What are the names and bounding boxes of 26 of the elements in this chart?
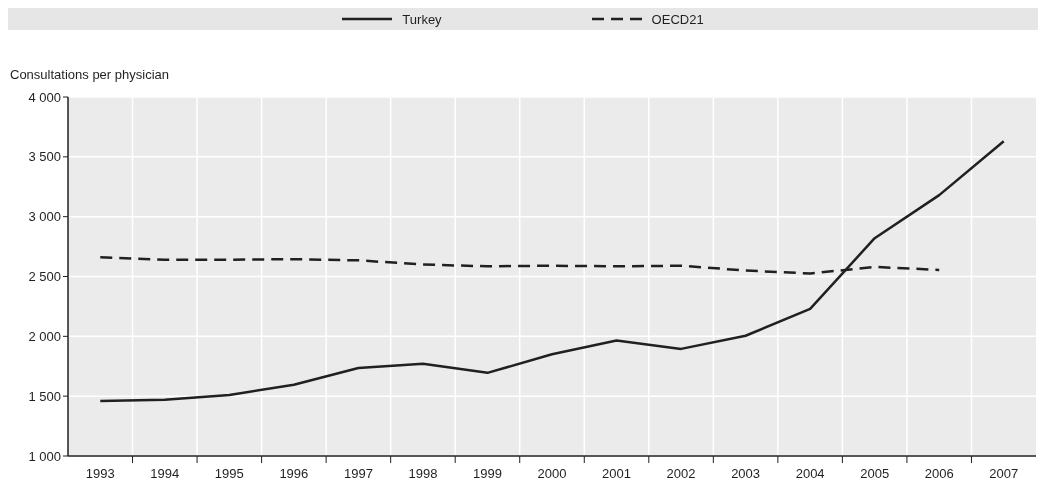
x-tick-label: 2000	[537, 466, 567, 481]
x-tick-label: 1996	[279, 466, 309, 481]
x-tick-label: 1995	[214, 466, 244, 481]
x-tick-label: 2005	[860, 466, 890, 481]
y-tick-label: 4 000	[28, 89, 61, 105]
x-tick-label: 1998	[408, 466, 438, 481]
legend-label: Turkey	[402, 11, 442, 27]
x-tick-label: 1993	[85, 466, 115, 481]
x-tick-label: 1999	[473, 466, 502, 481]
x-tick-label: 2003	[731, 466, 761, 481]
x-tick-label: 2002	[666, 466, 696, 481]
y-tick-label: 2 000	[28, 328, 61, 344]
y-tick-label: 2 500	[28, 269, 61, 285]
y-tick-label: 3 500	[28, 149, 61, 165]
y-tick-label: 1 500	[28, 388, 61, 404]
x-tick-label: 2007	[989, 466, 1019, 481]
line-series	[99, 140, 1005, 403]
legend-label: OECD21	[651, 11, 704, 27]
x-tick-label: 2001	[602, 466, 631, 481]
x-tick-label: 1997	[343, 466, 373, 481]
y-axis-title: Consultations per physician	[10, 67, 169, 82]
y-tick-label: 1 000	[28, 448, 61, 464]
x-tick-label: 1994	[150, 466, 180, 481]
y-tick-label: 3 000	[28, 209, 61, 225]
x-tick-label: 2006	[924, 466, 954, 481]
x-tick-label: 2004	[795, 466, 825, 481]
